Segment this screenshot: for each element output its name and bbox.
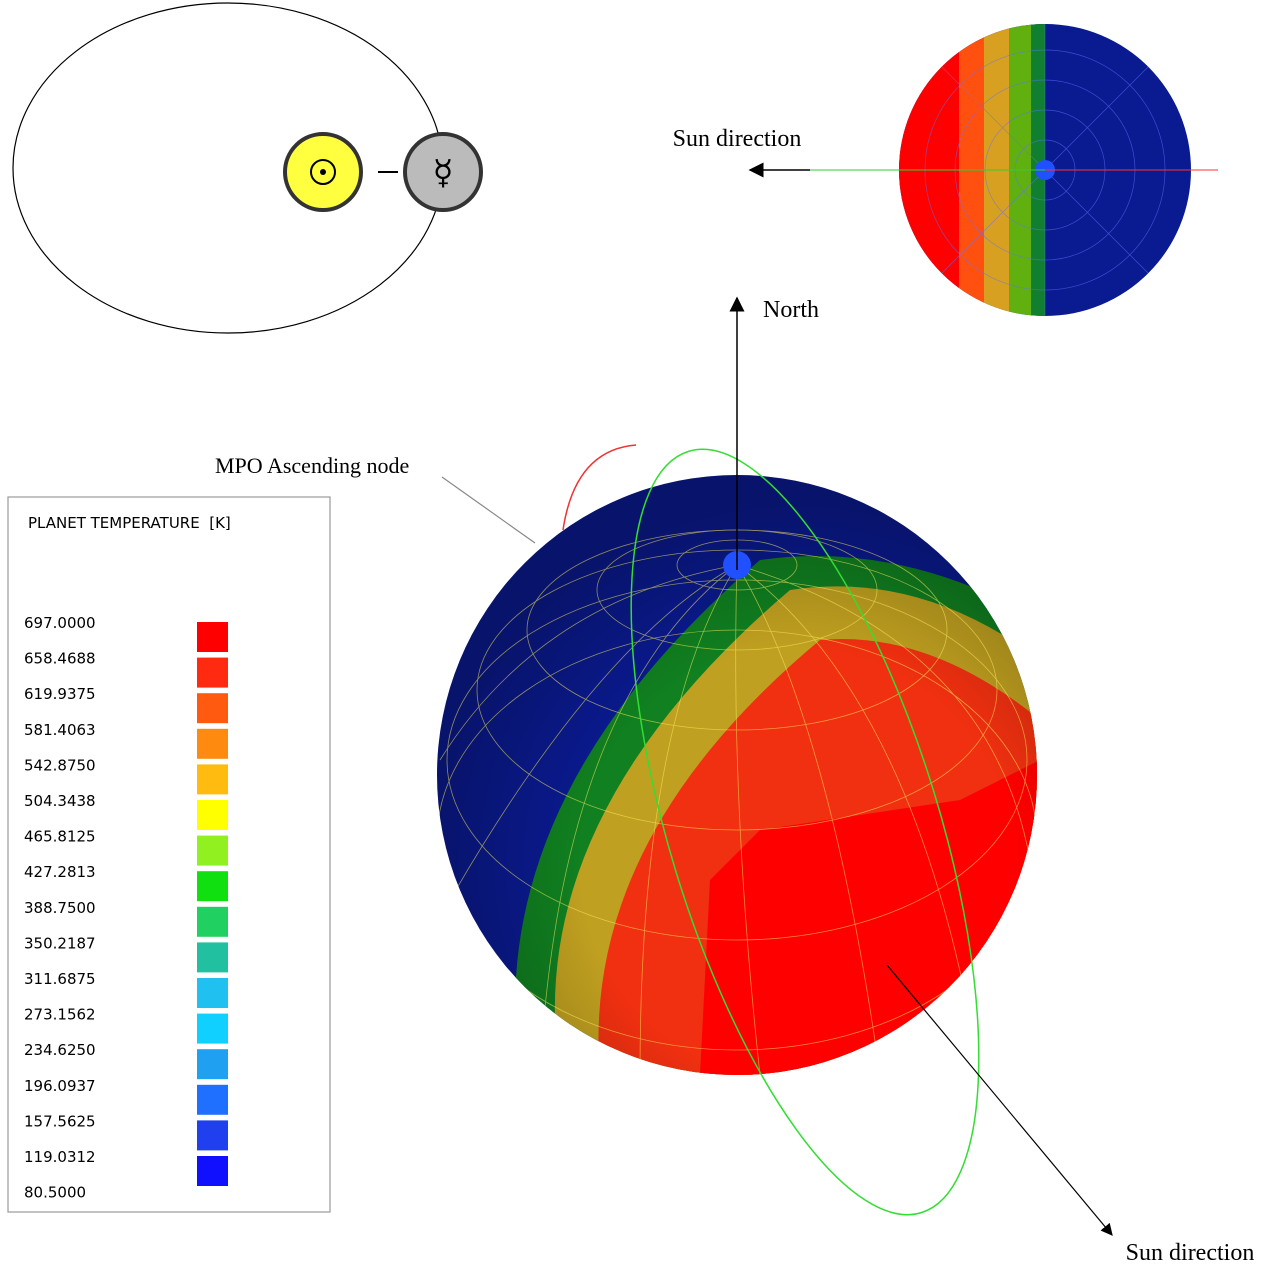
legend-swatch [197,1156,228,1186]
legend-label: 196.0937 [24,1077,96,1095]
legend-label: 427.2813 [24,863,96,881]
sun-arrow [887,965,1112,1235]
legend: PLANET TEMPERATURE [K] 697.0000 658.4688 6… [8,497,330,1212]
legend-label: 542.8750 [24,756,96,774]
legend-label: 273.1562 [24,1006,96,1024]
orbit [13,3,443,333]
legend-label: 697.0000 [24,614,96,632]
sun-label: Sun direction [1126,1240,1255,1265]
legend-box [8,497,330,1212]
legend-swatch [197,1120,228,1150]
legend-label: 658.4688 [24,650,96,668]
figure: ☿ Sun direction No [0,0,1271,1265]
legend-swatch [197,836,228,866]
legend-label: 311.6875 [24,970,96,988]
legend-swatch [197,800,228,830]
legend-label: 619.9375 [24,685,96,703]
legend-swatch [197,1014,228,1044]
legend-label: 234.6250 [24,1041,96,1059]
node-label: MPO Ascending node [215,453,409,478]
legend-label: 465.8125 [24,828,96,846]
legend-label: 350.2187 [24,934,96,952]
north-label: North [763,297,819,323]
sun-label: Sun direction [673,126,802,152]
orbit-diagram: ☿ [13,3,481,333]
legend-swatch [197,907,228,937]
sun-dot [320,169,326,175]
legend-label: 80.5000 [24,1184,86,1202]
legend-label: 157.5625 [24,1112,96,1130]
legend-title: PLANET TEMPERATURE [K] [28,514,231,532]
legend-swatch [197,693,228,723]
node-pointer [442,477,535,543]
page: ☿ Sun direction No [0,0,1271,1265]
legend-swatch [197,978,228,1008]
legend-swatch [197,764,228,794]
main-view: North MPO Ascending node Sun direction [215,297,1254,1265]
legend-swatch [197,622,228,652]
legend-swatch [197,1085,228,1115]
legend-label: 119.0312 [24,1148,96,1166]
legend-swatch [197,871,228,901]
legend-label: 581.4063 [24,721,96,739]
legend-swatch [197,942,228,972]
legend-swatch [197,1049,228,1079]
legend-label: 388.7500 [24,899,96,917]
legend-label: 504.3438 [24,792,96,810]
legend-swatch [197,658,228,688]
mercury-symbol: ☿ [433,153,454,193]
top-view: Sun direction [673,20,1218,320]
legend-swatch [197,729,228,759]
